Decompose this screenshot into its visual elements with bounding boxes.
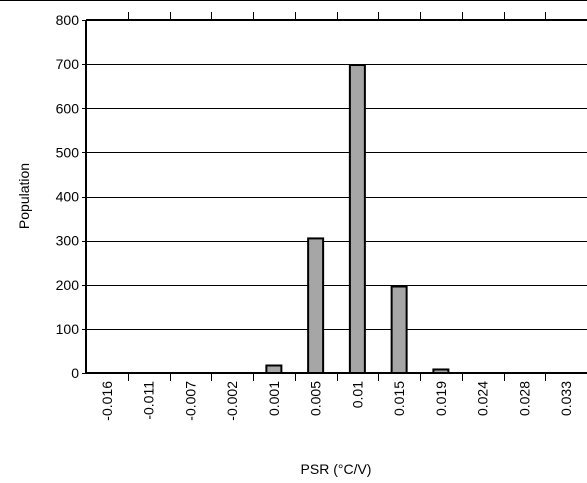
x-axis-label: PSR (°C/V) — [301, 461, 372, 477]
x-tick-label: 0.005 — [308, 381, 324, 416]
x-tick-label: 0.024 — [475, 381, 491, 416]
y-tick-label: 400 — [56, 189, 80, 205]
bars — [265, 64, 450, 375]
y-tick-label: 300 — [56, 233, 80, 249]
x-tick-label: 0.01 — [349, 381, 365, 408]
axes — [82, 12, 587, 381]
y-tick-label: 600 — [56, 100, 80, 116]
gridlines — [86, 64, 587, 330]
y-axis-label: Population — [16, 163, 32, 229]
bar-0.01 — [348, 64, 366, 374]
x-tick-label: -0.007 — [182, 381, 198, 421]
bar-0.015 — [390, 285, 408, 375]
y-tick-label: 200 — [56, 277, 80, 293]
y-tick-label: 500 — [56, 144, 80, 160]
x-tick-label: 0.019 — [433, 381, 449, 416]
x-tick-label: 0.015 — [391, 381, 407, 416]
y-tick-labels: 0 100 200 300 400 500 600 700 800 — [56, 12, 80, 381]
y-tick-label: 0 — [71, 365, 79, 381]
y-tick-label: 800 — [56, 12, 80, 28]
x-tick-label: -0.016 — [99, 381, 115, 421]
x-tick-label: 0.001 — [266, 381, 282, 416]
y-tick-label: 100 — [56, 321, 80, 337]
y-tick-label: 700 — [56, 56, 80, 72]
x-tick-label: 0.033 — [558, 381, 574, 416]
x-tick-label: -0.011 — [141, 381, 157, 420]
bar-0.001 — [265, 364, 283, 374]
bar-0.005 — [307, 237, 325, 374]
x-tick-label: 0.028 — [516, 381, 532, 416]
x-tick-label: -0.002 — [224, 381, 240, 421]
x-tick-labels: -0.016 -0.011 -0.007 -0.002 0.001 0.005 0.01 0.… — [99, 381, 574, 421]
